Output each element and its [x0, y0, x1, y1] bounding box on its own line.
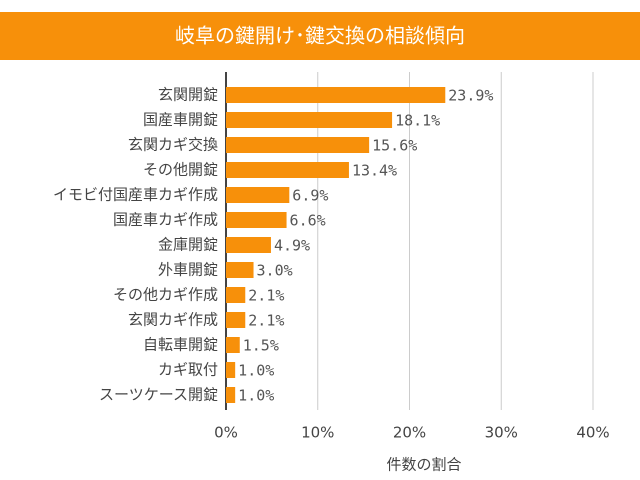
value-label: 15.6% [372, 137, 417, 155]
x-tick-label: 40% [576, 424, 609, 442]
value-label: 6.6% [290, 212, 326, 230]
y-tick-label: 自転車開錠 [143, 336, 218, 354]
x-axis-label: 件数の割合 [386, 456, 461, 474]
y-tick-label: 国産車カギ作成 [113, 211, 218, 229]
bar [226, 212, 287, 228]
value-label: 6.9% [292, 187, 328, 205]
bar [226, 137, 370, 153]
value-label: 4.9% [274, 237, 310, 255]
y-tick-label: 金庫開錠 [158, 236, 218, 254]
y-tick-label: イモビ付国産車カギ作成 [53, 186, 218, 204]
value-label: 2.1% [248, 287, 284, 305]
x-tick-label: 30% [485, 424, 518, 442]
x-tick-label: 0% [214, 424, 238, 442]
value-label: 13.4% [352, 162, 397, 180]
value-label: 1.5% [243, 337, 279, 355]
bar [226, 262, 254, 278]
y-tick-label: スーツケース開錠 [99, 386, 218, 404]
bar [226, 112, 393, 128]
y-tick-label: その他開錠 [143, 161, 218, 179]
bar [226, 237, 271, 253]
bar [226, 187, 290, 203]
y-tick-label: 玄関カギ作成 [128, 311, 218, 329]
y-tick-label: 外車開錠 [158, 261, 218, 279]
value-label: 18.1% [395, 112, 440, 130]
bar [226, 312, 246, 328]
bar [226, 362, 236, 378]
bar [226, 162, 349, 178]
x-tick-label: 20% [393, 424, 426, 442]
value-label: 1.0% [238, 362, 274, 380]
x-tick-label: 10% [301, 424, 334, 442]
value-label: 1.0% [238, 387, 274, 405]
y-tick-label: 玄関開錠 [158, 86, 218, 104]
value-label: 23.9% [448, 87, 493, 105]
y-tick-label: その他カギ作成 [113, 286, 218, 304]
chart-title: 岐阜の鍵開け･鍵交換の相談傾向 [175, 24, 465, 48]
value-label: 3.0% [257, 262, 293, 280]
title-banner [0, 12, 640, 60]
y-tick-label: カギ取付 [158, 361, 218, 379]
bar [226, 87, 446, 103]
bar [226, 387, 236, 403]
bar [226, 337, 240, 353]
y-tick-label: 玄関カギ交換 [128, 136, 218, 154]
value-label: 2.1% [248, 312, 284, 330]
y-tick-label: 国産車開錠 [143, 111, 218, 129]
bar [226, 287, 246, 303]
